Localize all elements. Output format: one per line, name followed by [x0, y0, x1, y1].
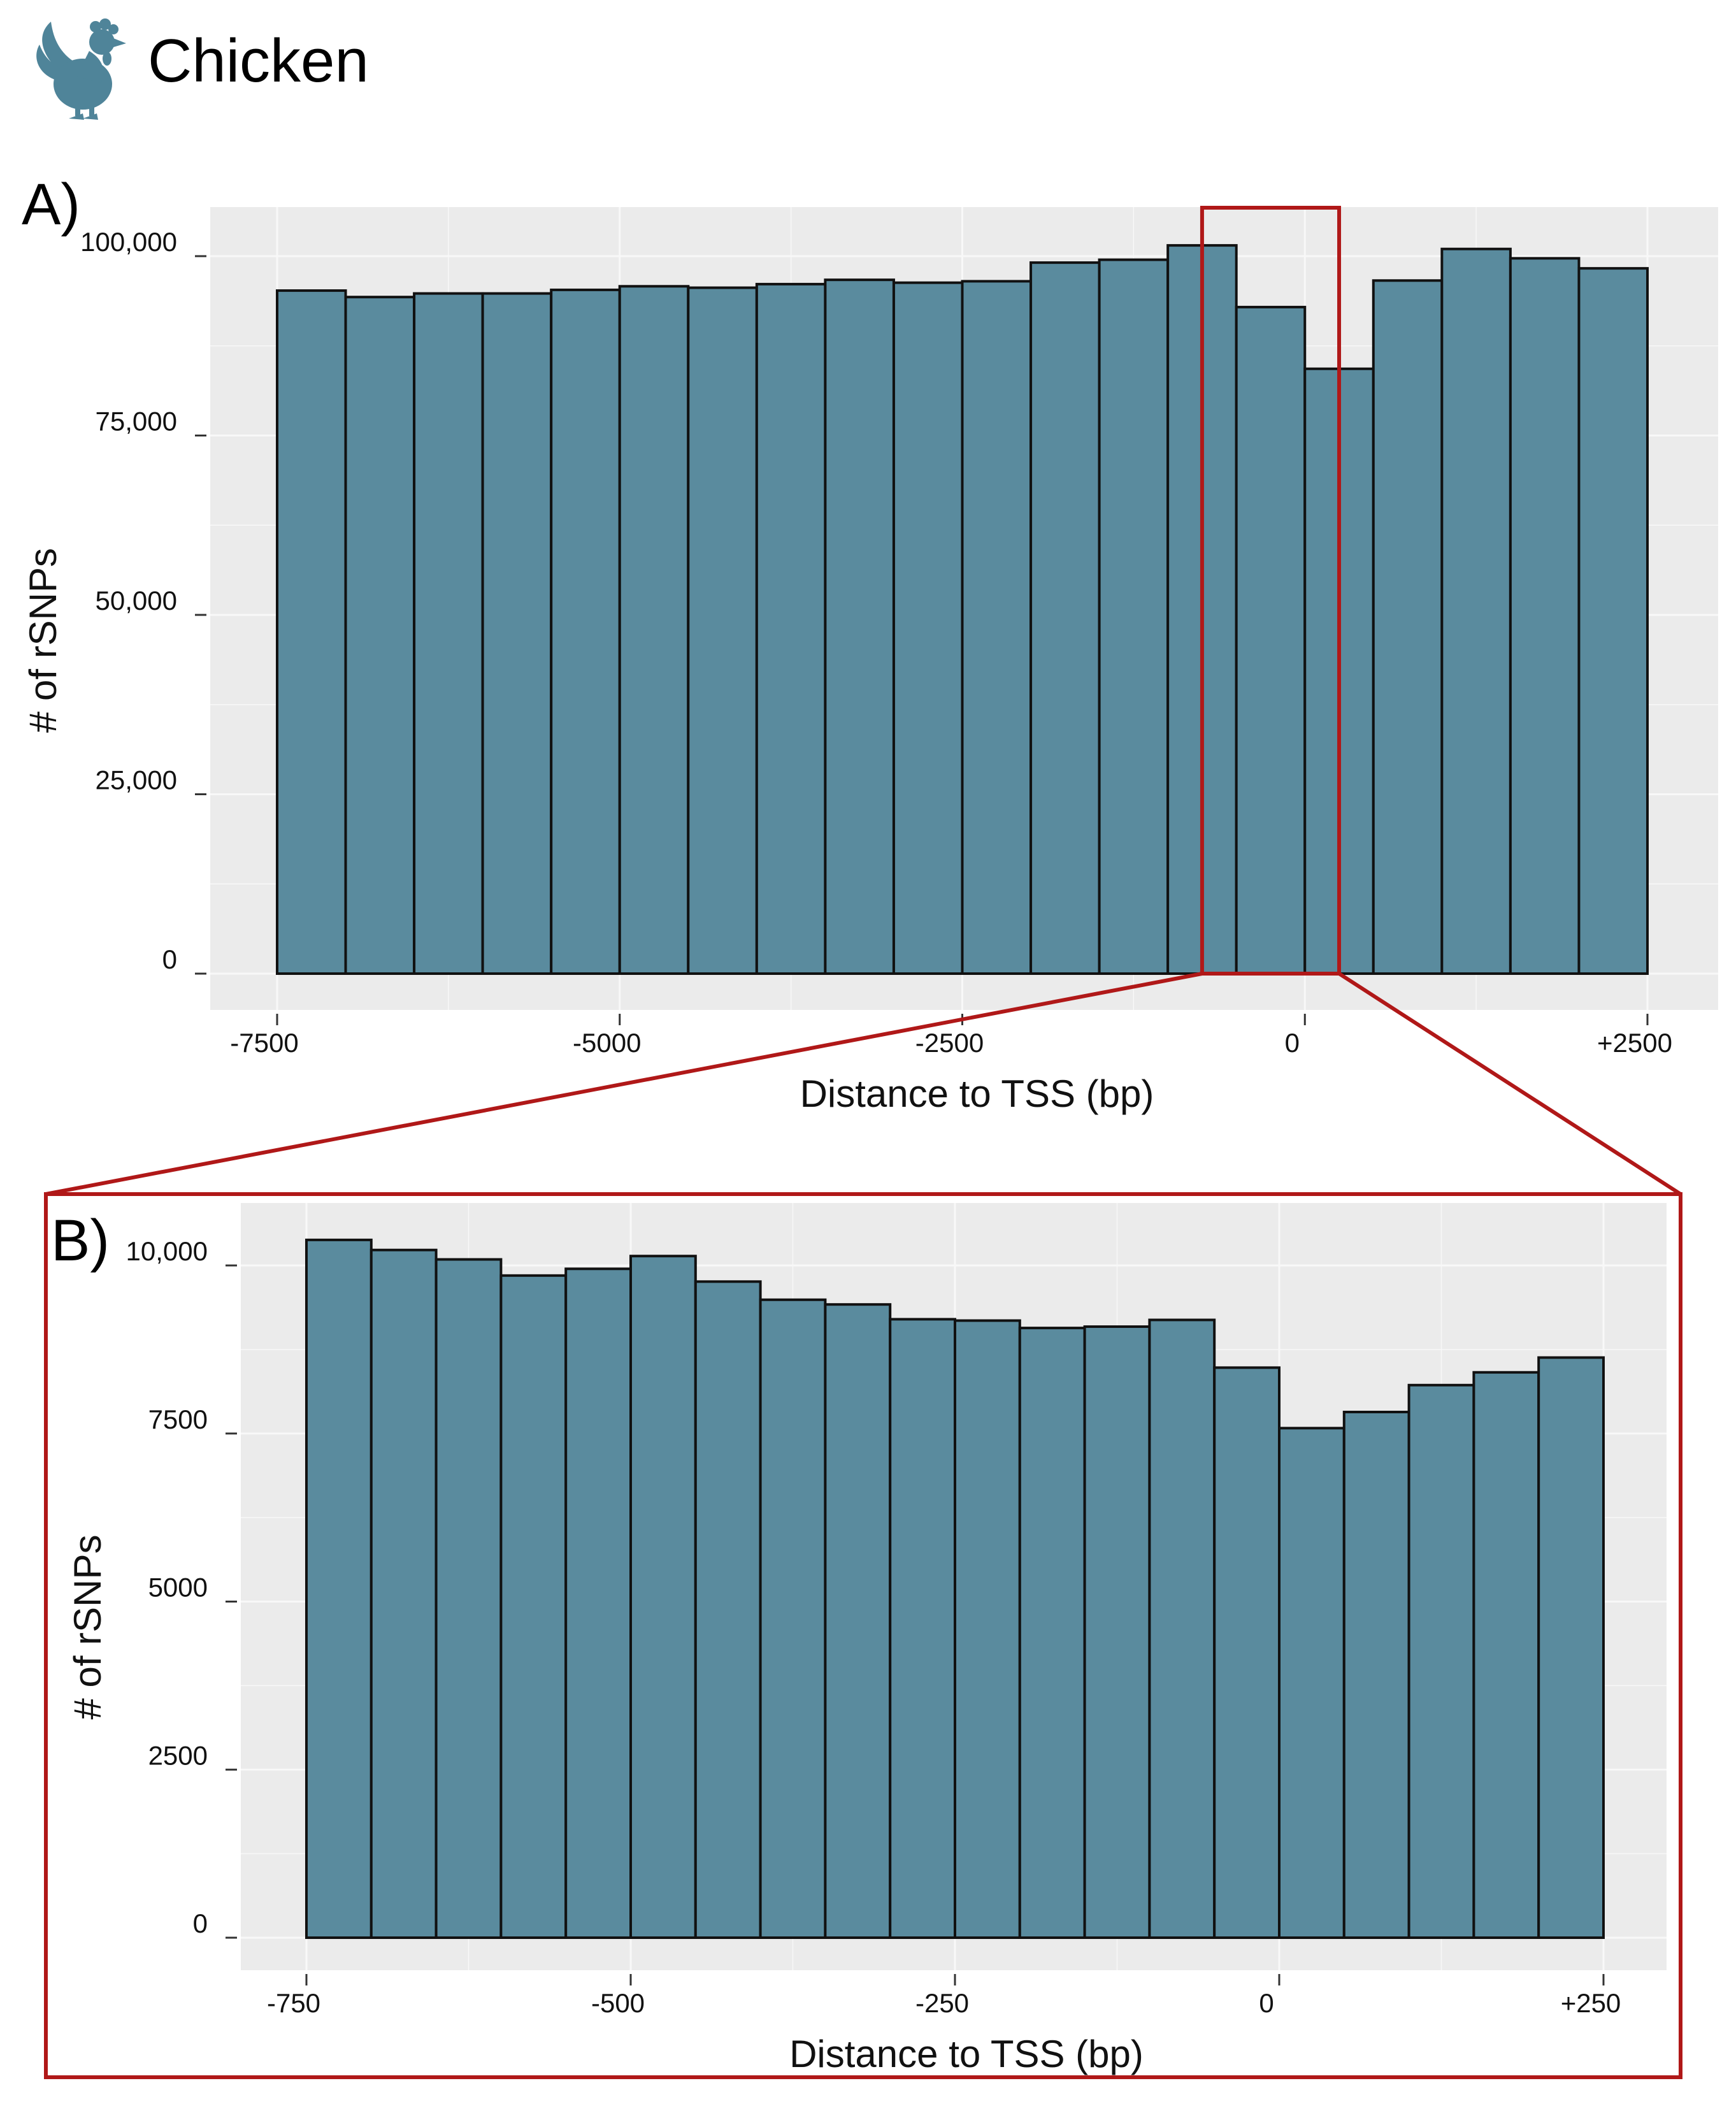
chart-a: 0 25,000 50,000 75,000 100,000 -7500 -5000 -25…	[22, 207, 1718, 1115]
bar	[1372, 279, 1444, 975]
bar	[481, 292, 553, 975]
chart-b-y-axis-title: # of rSNPs	[66, 1534, 109, 1719]
bar	[369, 1248, 438, 1939]
bar	[344, 296, 416, 975]
y-tick-label: 75,000	[96, 407, 177, 436]
bar	[1342, 1410, 1410, 1939]
bar	[687, 286, 758, 976]
bar	[1029, 261, 1101, 975]
x-tick-label: -2500	[915, 1028, 984, 1058]
x-tick-label: -750	[267, 1988, 320, 2018]
bar	[413, 292, 484, 975]
bar	[892, 281, 964, 975]
bar	[1537, 1356, 1605, 1939]
y-tick-label: 5000	[148, 1573, 208, 1603]
species-title: Chicken	[148, 27, 369, 95]
zoom-highlight-box	[1200, 206, 1342, 976]
x-tick-label: 0	[1285, 1028, 1300, 1058]
bar	[961, 280, 1033, 975]
zoom-callout	[44, 206, 1682, 2079]
bar	[1083, 1325, 1151, 1939]
bar	[629, 1255, 697, 1939]
chart-b: 0 2500 5000 7500 10,000 -750 -500 -250 0 +250 Di…	[66, 1203, 1667, 2075]
y-tick-label: 10,000	[126, 1236, 208, 1266]
panel-b-frame	[44, 1192, 1682, 2079]
panel-b-label: B)	[51, 1208, 110, 1273]
bar	[1509, 257, 1581, 975]
bar	[618, 285, 690, 975]
bar	[824, 278, 895, 976]
x-tick-label: -7500	[230, 1028, 298, 1058]
bar	[759, 1298, 827, 1940]
x-tick-label: -500	[591, 1988, 645, 2018]
y-tick-label: 2500	[148, 1740, 208, 1770]
chart-b-bars	[305, 1238, 1605, 1940]
bar	[434, 1258, 503, 1939]
bar	[1018, 1327, 1086, 1939]
x-tick-label: +2500	[1597, 1028, 1672, 1058]
bar	[499, 1274, 568, 1939]
bar	[564, 1267, 633, 1939]
bar	[1472, 1371, 1540, 1940]
chart-a-y-axis-title: # of rSNPs	[22, 548, 64, 733]
chart-b-x-axis-title: Distance to TSS (bp)	[789, 2033, 1144, 2075]
y-tick-label: 7500	[148, 1404, 208, 1434]
bar	[1098, 258, 1170, 975]
y-tick-label: 25,000	[96, 765, 177, 795]
chart-a-y-axis: 0 25,000 50,000 75,000 100,000	[80, 227, 206, 975]
chart-b-y-axis: 0 2500 5000 7500 10,000	[126, 1236, 237, 1939]
bar	[276, 289, 347, 976]
panel-a-label: A)	[22, 172, 80, 237]
bar	[694, 1280, 762, 1939]
chart-b-x-axis: -750 -500 -250 0 +250	[267, 1974, 1621, 2018]
chart-a-x-axis: -7500 -5000 -2500 0 +2500	[230, 1014, 1672, 1058]
chart-a-x-axis-title: Distance to TSS (bp)	[800, 1072, 1154, 1115]
chart-a-bars	[276, 244, 1649, 976]
x-tick-label: +250	[1561, 1988, 1621, 2018]
bar	[1278, 1427, 1345, 1940]
bar	[954, 1319, 1021, 1939]
bar	[1213, 1366, 1280, 1940]
y-tick-label: 0	[193, 1908, 208, 1938]
bar	[1148, 1318, 1216, 1940]
x-tick-label: -250	[915, 1988, 969, 2018]
zoom-connector-left	[45, 972, 1203, 1196]
bar	[1440, 247, 1512, 975]
chicken-icon	[36, 18, 126, 120]
bar	[1577, 267, 1649, 976]
x-tick-label: -5000	[573, 1028, 641, 1058]
bar	[305, 1238, 373, 1939]
bar	[755, 282, 827, 976]
zoom-connector-right	[1338, 972, 1682, 1196]
bar	[550, 288, 621, 975]
bar	[889, 1318, 956, 1939]
x-tick-label: 0	[1259, 1988, 1273, 2018]
y-tick-label: 100,000	[80, 227, 177, 257]
bar	[824, 1303, 892, 1939]
y-tick-label: 50,000	[96, 586, 177, 616]
bar	[1235, 305, 1307, 975]
y-tick-label: 0	[162, 944, 177, 974]
bar	[1407, 1383, 1475, 1940]
